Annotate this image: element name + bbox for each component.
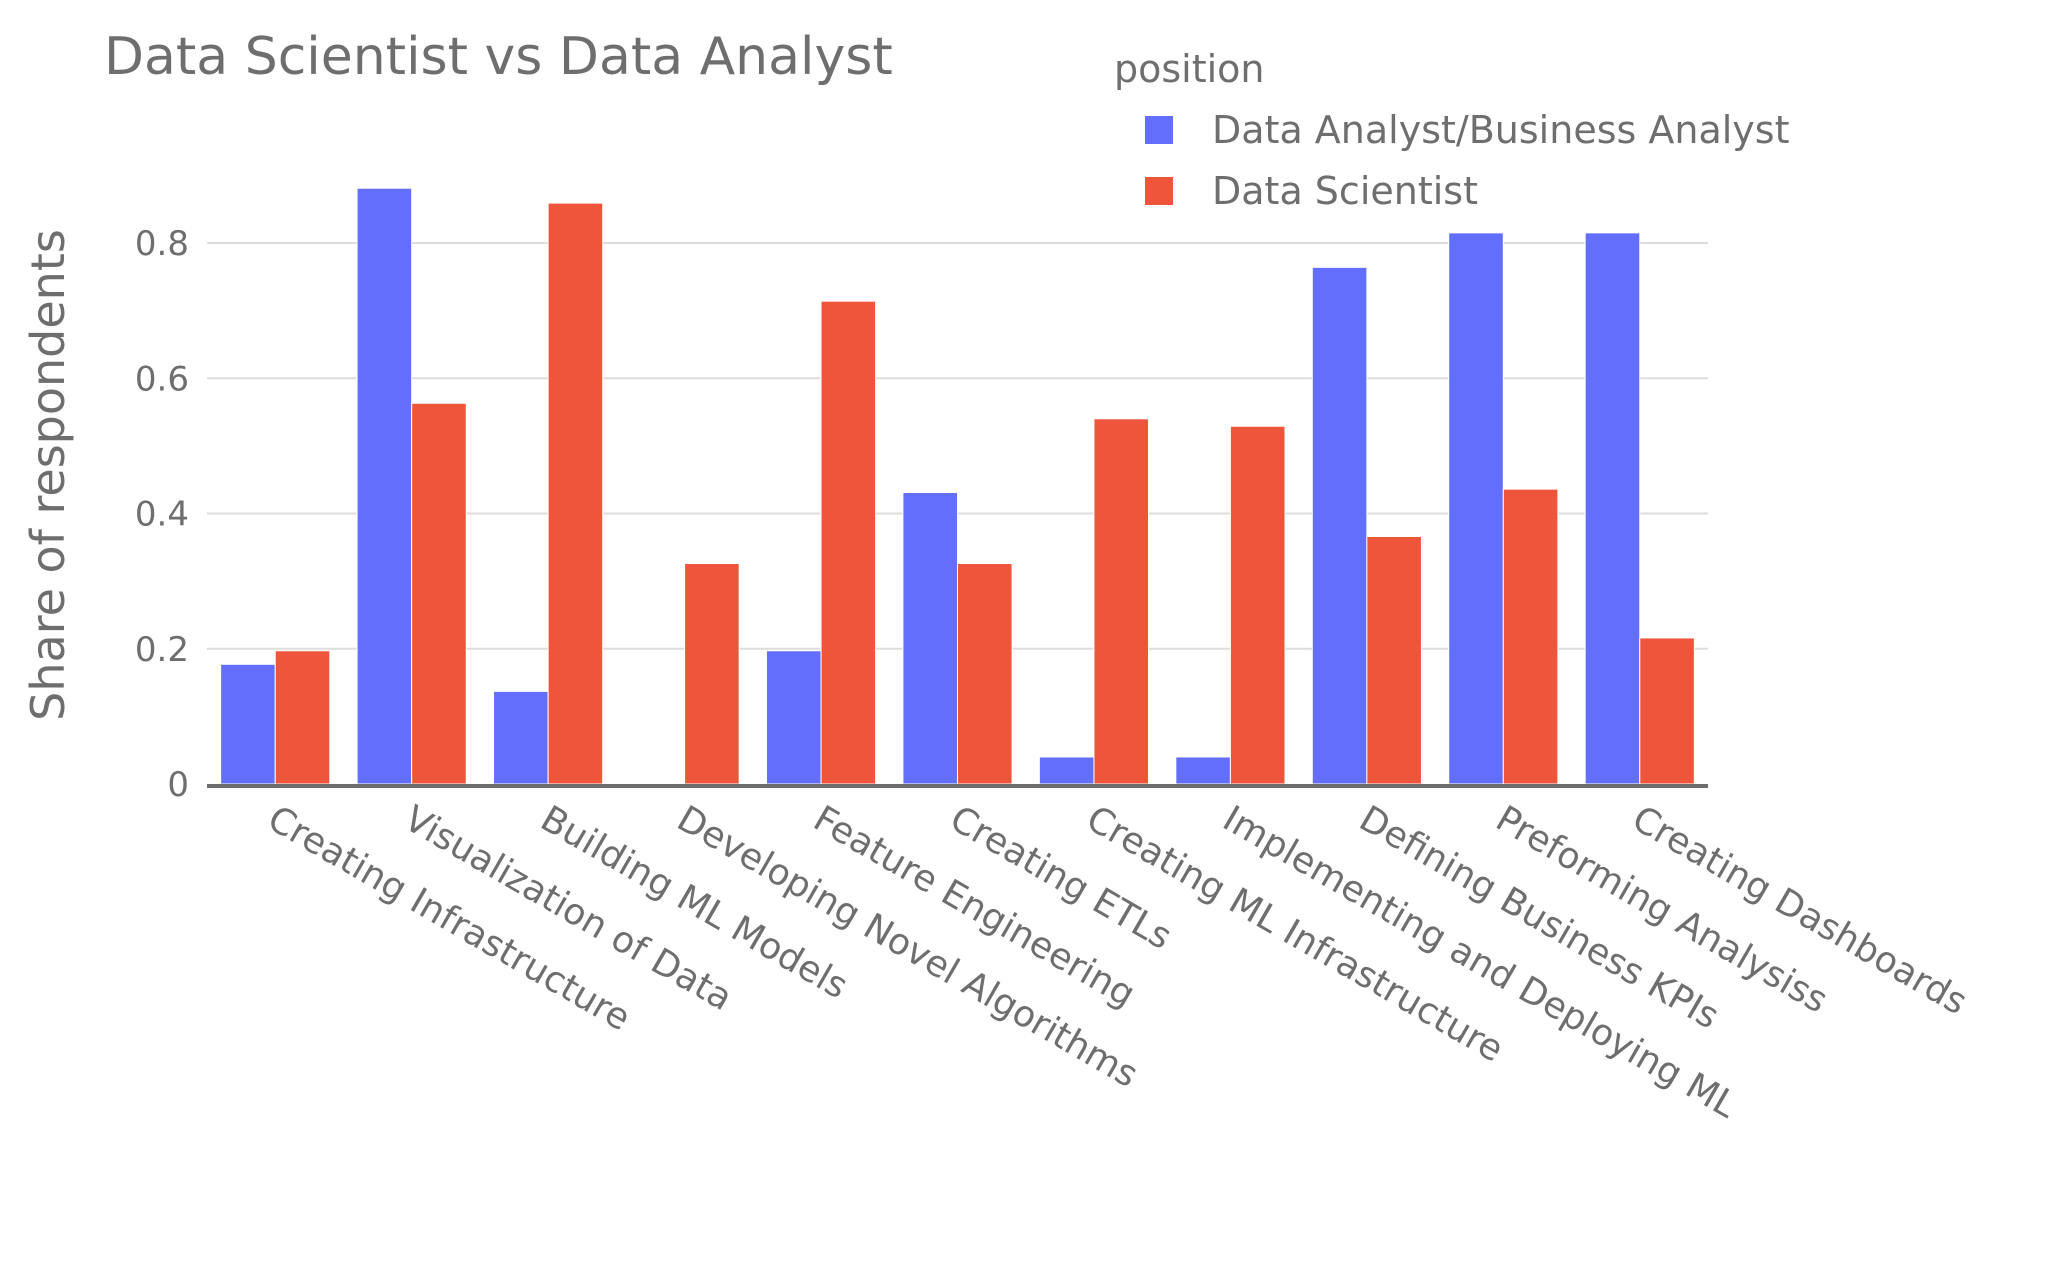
legend-title: position (1114, 47, 1265, 91)
legend-swatch-scientist[interactable] (1145, 177, 1173, 205)
bar-scientist[interactable] (1229, 425, 1286, 785)
y-tick-labels: 0 0.2 0.4 0.6 0.8 (135, 224, 189, 805)
bar-scientist[interactable] (547, 202, 604, 785)
bar-analyst[interactable] (356, 187, 413, 785)
bar-scientist[interactable] (820, 300, 877, 785)
legend-label-analyst[interactable]: Data Analyst/Business Analyst (1212, 108, 1789, 152)
bar-scientist[interactable] (957, 563, 1013, 785)
bar-analyst[interactable] (765, 650, 822, 785)
bar-analyst[interactable] (1175, 756, 1231, 785)
bar-analyst[interactable] (1038, 756, 1095, 785)
bar-scientist[interactable] (1366, 535, 1422, 785)
bar-analyst[interactable] (493, 690, 549, 785)
bars (220, 187, 1695, 785)
bar-scientist[interactable] (1502, 488, 1559, 785)
legend-swatch-analyst[interactable] (1145, 116, 1173, 144)
y-tick-label: 0.2 (135, 630, 189, 670)
bar-scientist[interactable] (1093, 418, 1150, 785)
legend-label-scientist[interactable]: Data Scientist (1212, 169, 1478, 213)
chart-title: Data Scientist vs Data Analyst (104, 27, 893, 87)
legend[interactable]: position Data Analyst/Business Analyst D… (1114, 47, 1789, 213)
bar-scientist[interactable] (1639, 637, 1695, 785)
bar-scientist[interactable] (274, 650, 331, 785)
bar-analyst[interactable] (1448, 232, 1504, 785)
y-tick-label: 0.4 (135, 495, 189, 535)
bar-analyst[interactable] (902, 492, 958, 785)
y-tick-label: 0.8 (135, 224, 189, 264)
y-axis-title: Share of respondents (21, 229, 75, 721)
bar-analyst[interactable] (220, 663, 276, 785)
y-tick-label: 0.6 (135, 359, 189, 399)
bar-analyst[interactable] (1584, 232, 1641, 785)
y-tick-label: 0 (167, 765, 189, 805)
bar-scientist[interactable] (411, 402, 467, 785)
bar-analyst[interactable] (1311, 266, 1368, 785)
bar-scientist[interactable] (684, 563, 740, 785)
